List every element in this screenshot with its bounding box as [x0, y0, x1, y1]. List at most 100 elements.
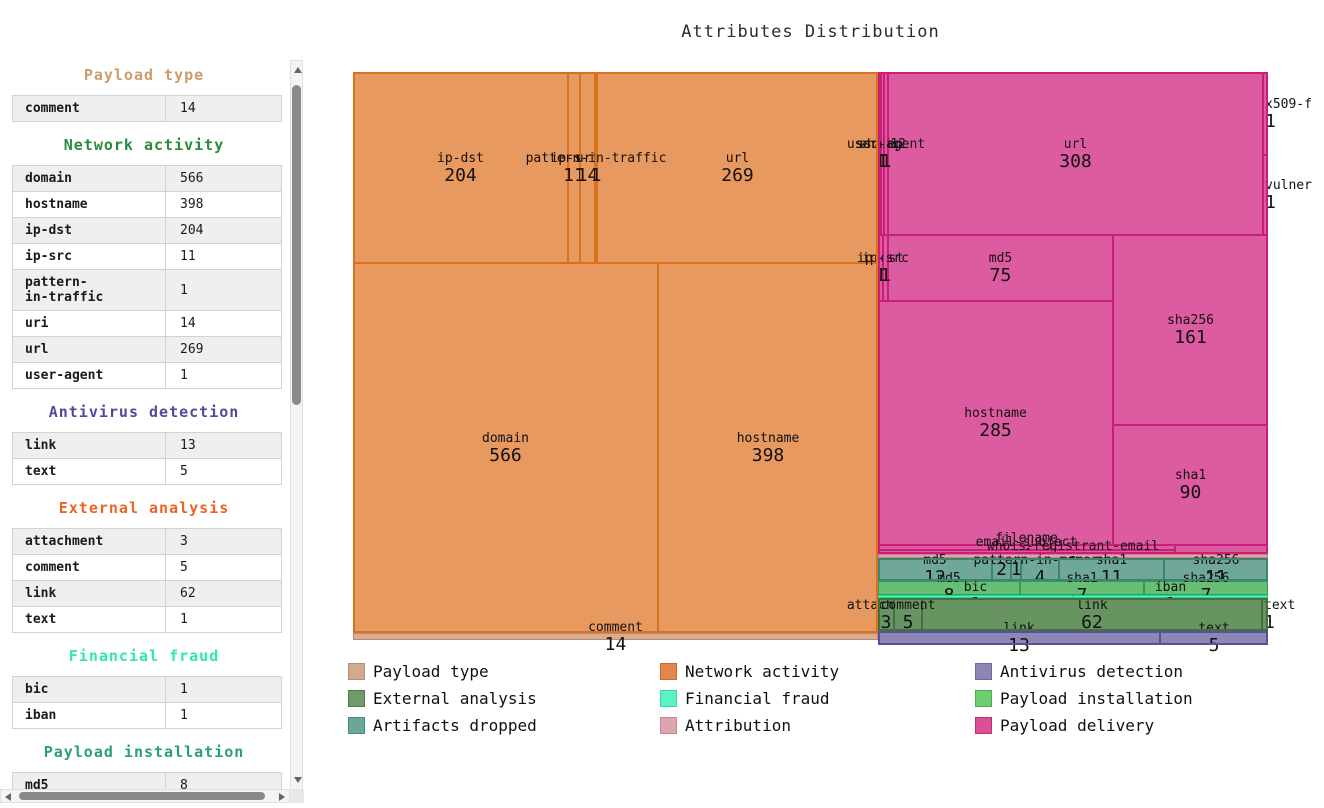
legend-swatch-icon [348, 663, 365, 680]
cell-label: sha256 [1167, 313, 1214, 328]
cell-label: ip-dst [857, 251, 904, 266]
cell-value: 1 [880, 265, 891, 286]
cell-label: url [725, 150, 750, 166]
cell-label: sha256 [1192, 552, 1240, 568]
attr-name: link [12, 580, 166, 607]
horizontal-scrollbar-thumb[interactable] [19, 792, 265, 800]
attr-count: 13 [165, 432, 282, 459]
treemap-cell-pi-md5: md5 8 [878, 571, 1020, 605]
treemap-cell-ad-sha256: sha256 11 [1164, 553, 1268, 587]
attr-count: 1 [165, 606, 282, 633]
treemap-cell-av-text: text 5 [1160, 621, 1268, 655]
scroll-up-icon[interactable] [294, 67, 302, 73]
attr-count: 62 [165, 580, 282, 607]
attr-count: 1 [165, 676, 282, 703]
attr-name: pattern- in-traffic [12, 269, 166, 311]
chart-legend: Payload type Network activity Antivirus … [348, 658, 1270, 739]
table-row: hostname 398 [12, 191, 282, 218]
attr-name: text [12, 458, 166, 485]
cell-label: text [1264, 597, 1296, 613]
treemap-cell-pd-sha1: sha1 90 [1113, 425, 1268, 545]
attr-name: text [12, 606, 166, 633]
treemap-cell-na-hostname: hostname 398 [658, 263, 878, 633]
cell-label: md5 [923, 552, 947, 568]
table-row: url 269 [12, 336, 282, 363]
attr-count: 5 [165, 554, 282, 581]
table-row: text 5 [12, 458, 282, 485]
legend-item-attribution: Attribution [660, 712, 975, 739]
treemap-cell-pt-comment: comment 14 [353, 620, 878, 654]
chart-title: Attributes Distribution [681, 22, 940, 42]
attr-count: 11 [165, 243, 282, 270]
table-row: ip-dst 204 [12, 217, 282, 244]
legend-item-network-activity: Network activity [660, 658, 975, 685]
cell-label: vulner [1265, 178, 1312, 193]
attr-name: ip-src [12, 243, 166, 270]
treemap-cell-pd-hostname: hostname 285 [878, 301, 1113, 545]
treemap-cell-pi-sha1: sha1 7 [1020, 571, 1144, 605]
cell-value: 90 [1179, 482, 1202, 503]
cell-label: ip-dst [437, 150, 484, 166]
section-title-financial-fraud: Financial fraud [68, 647, 220, 665]
cell-label: filename [995, 530, 1058, 546]
scroll-down-icon[interactable] [294, 777, 302, 783]
section-title-external-analysis: External analysis [58, 499, 230, 517]
attr-name: comment [12, 554, 166, 581]
attr-count: 8 [165, 772, 282, 790]
vertical-scrollbar[interactable] [290, 60, 303, 790]
category-tables-sidebar: Payload type comment 14 Network activity … [0, 0, 288, 790]
attr-count: 3 [165, 528, 282, 555]
attr-name: link [12, 432, 166, 459]
scroll-left-icon[interactable] [5, 793, 11, 801]
table-row: domain 566 [12, 165, 282, 192]
legend-swatch-icon [660, 663, 677, 680]
attr-count: 204 [165, 217, 282, 244]
treemap-cell-ea-text: text 1 [1262, 598, 1295, 632]
cell-label: x509-f [1265, 96, 1312, 112]
cell-value: 14 [604, 633, 627, 655]
table-row: pattern- in-traffic 1 [12, 269, 282, 311]
table-row: ip-src 11 [12, 243, 282, 270]
treemap-cell-pd-vulnerability: vulner 1 [1263, 155, 1312, 235]
scroll-right-icon[interactable] [279, 793, 285, 801]
cell-label: hostname [736, 431, 800, 446]
treemap-cell-na-uri: uri 14 [576, 72, 599, 263]
cell-label: text [1198, 621, 1230, 636]
table-row: md5 8 [12, 772, 282, 790]
attr-count: 1 [165, 362, 282, 389]
table-network-activity: domain 566 hostname 398 ip-dst 204 ip-src 11… [12, 165, 282, 389]
attr-name: md5 [12, 772, 166, 790]
cell-value: 1 [1264, 611, 1275, 633]
attr-name: url [12, 336, 166, 363]
legend-swatch-icon [975, 717, 992, 734]
cell-value: 14 [576, 164, 599, 186]
table-row: user-agent 1 [12, 362, 282, 389]
legend-swatch-icon [660, 717, 677, 734]
cell-label: sha1 [1066, 571, 1098, 586]
legend-item-financial-fraud: Financial fraud [660, 685, 975, 712]
cell-value: 2 [996, 559, 1007, 580]
cell-value: 13 [1008, 635, 1030, 656]
attr-name: iban [12, 702, 166, 729]
attr-name: bic [12, 676, 166, 703]
treemap-cell-na-ip-dst: ip-dst 204 [353, 72, 568, 263]
cell-label: comment [880, 597, 936, 613]
legend-label: External analysis [373, 689, 537, 708]
treemap-cell-av-link: link 13 [878, 621, 1160, 655]
attr-name: comment [12, 95, 166, 122]
cell-value: 1 [1265, 192, 1276, 213]
attr-name: user-agent [12, 362, 166, 389]
scrollbar-corner [290, 789, 304, 803]
section-title-antivirus-detection: Antivirus detection [48, 403, 240, 421]
attr-name: hostname [12, 191, 166, 218]
table-financial-fraud: bic 1 iban 1 [12, 676, 282, 729]
cell-label: comment [588, 619, 643, 635]
cell-value: 3 [880, 611, 892, 633]
horizontal-scrollbar[interactable] [0, 789, 290, 803]
cell-label: sha256 [1182, 571, 1230, 586]
cell-label: link [1003, 621, 1035, 636]
vertical-scrollbar-thumb[interactable] [292, 85, 301, 405]
cell-label: email-subject [975, 535, 1078, 550]
treemap-cell-pd-url: url 308 [888, 72, 1263, 235]
